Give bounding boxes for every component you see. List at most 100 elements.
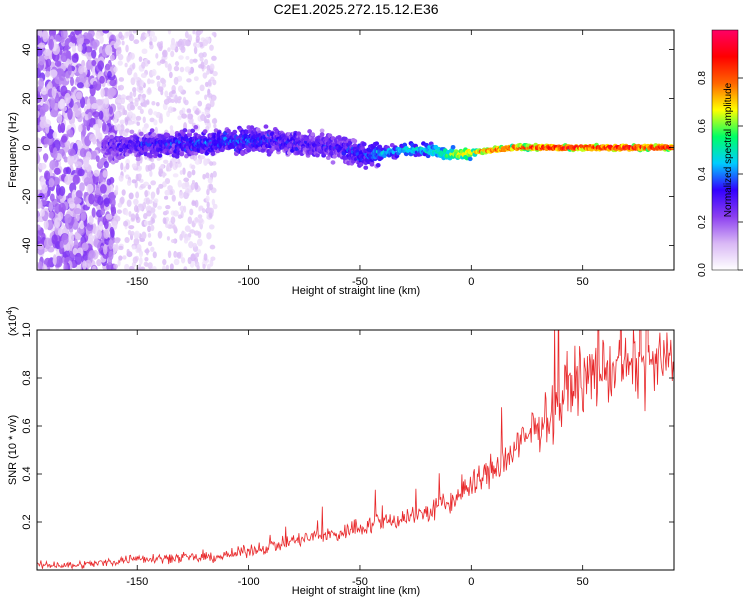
snr-panel: -150 -100 -50 0 50 1.0 0.8 0.6 0.4 0.2 Height of… bbox=[5, 306, 675, 597]
spectrogram-cell bbox=[153, 111, 158, 116]
spectrogram-cell bbox=[119, 119, 126, 125]
spectrogram-cell bbox=[124, 263, 130, 270]
spectrogram-cell bbox=[161, 82, 167, 88]
spectrogram-cell bbox=[73, 238, 79, 251]
spectrogram-y-tick-label: 40 bbox=[21, 43, 33, 55]
spectrogram-cell bbox=[158, 168, 164, 175]
spectrogram-cell bbox=[100, 208, 106, 216]
spectrogram-cell bbox=[124, 62, 128, 68]
spectrogram-cell bbox=[197, 249, 202, 255]
spectrogram-cell bbox=[195, 90, 200, 95]
spectrogram-cell bbox=[211, 31, 217, 37]
spectrogram-cell bbox=[109, 134, 115, 140]
spectrogram-cell bbox=[140, 35, 144, 42]
spectrogram-cell bbox=[114, 243, 119, 252]
spectrogram-cell bbox=[102, 112, 110, 122]
spectrogram-cell bbox=[37, 243, 44, 250]
spectrogram-cell bbox=[211, 198, 216, 206]
spectrogram-cell bbox=[136, 121, 140, 126]
spectrogram-cell bbox=[55, 184, 61, 196]
spectrogram-cell bbox=[118, 245, 124, 251]
spectrogram-cell bbox=[141, 231, 147, 240]
spectrogram-cell bbox=[147, 60, 151, 65]
spectrogram-cell bbox=[210, 256, 216, 261]
spectrogram-cell bbox=[43, 170, 51, 181]
spectrogram-cell bbox=[146, 210, 152, 217]
spectrogram-cell bbox=[226, 128, 231, 134]
spectrogram-cell bbox=[177, 179, 182, 188]
spectrogram-cell bbox=[137, 105, 142, 110]
spectrogram-cell bbox=[177, 115, 182, 121]
spectrogram-cell bbox=[105, 213, 113, 220]
spectrogram-cell bbox=[98, 110, 104, 120]
spectrogram-cell bbox=[131, 245, 136, 250]
spectrogram-cell bbox=[108, 239, 114, 250]
spectrogram-cell bbox=[81, 242, 89, 252]
spectrogram-cell bbox=[209, 63, 215, 71]
colorbar-ticks: 0.0 0.2 0.4 0.6 0.8 bbox=[697, 71, 743, 277]
spectrogram-cell bbox=[205, 103, 212, 110]
spectrogram-cell bbox=[154, 126, 158, 135]
spectrogram-cell bbox=[162, 217, 167, 225]
spectrogram-cell bbox=[105, 63, 111, 71]
spectrogram-cell bbox=[142, 201, 147, 210]
snr-x-tick-label: -50 bbox=[352, 576, 368, 588]
spectrogram-cell bbox=[181, 113, 188, 119]
spectrogram-cell bbox=[159, 59, 166, 64]
spectrogram-cell bbox=[112, 220, 118, 231]
snr-y-label: SNR (10 * v/v) bbox=[7, 415, 19, 485]
spectrogram-cell bbox=[202, 263, 206, 270]
spectrogram-cell bbox=[49, 193, 55, 202]
spectrogram-cell bbox=[206, 232, 212, 240]
spectrogram-cell bbox=[209, 161, 214, 166]
spectrogram-cell bbox=[43, 137, 49, 145]
spectrogram-cell bbox=[167, 63, 172, 70]
spectrogram-cell bbox=[118, 174, 124, 182]
spectrogram-cell bbox=[75, 91, 83, 100]
spectrogram-cell bbox=[149, 30, 156, 37]
spectrogram-cell bbox=[64, 175, 72, 186]
spectrogram-y-tick-label: -20 bbox=[21, 189, 33, 205]
spectrogram-cell bbox=[155, 53, 159, 59]
snr-series-line bbox=[37, 330, 674, 570]
spectrogram-cell bbox=[142, 116, 146, 124]
spectrogram-cell bbox=[165, 264, 169, 270]
spectrogram-cell bbox=[176, 251, 182, 259]
spectrogram-cell bbox=[50, 109, 59, 118]
spectrogram-cell bbox=[167, 30, 172, 35]
spectrogram-cell bbox=[375, 162, 381, 168]
spectrogram-cell bbox=[52, 254, 57, 266]
spectrogram-cell bbox=[152, 251, 157, 259]
spectrogram-cell bbox=[37, 230, 43, 237]
spectrogram-cell bbox=[179, 151, 185, 157]
spectrogram-x-tick-label: 50 bbox=[577, 276, 589, 288]
spectrogram-cell bbox=[352, 143, 358, 148]
spectrogram-cell bbox=[88, 193, 95, 205]
spectrogram-cell bbox=[184, 225, 191, 233]
spectrogram-cell bbox=[121, 189, 126, 196]
spectrogram-cell bbox=[147, 262, 153, 269]
spectrogram-cell bbox=[127, 67, 133, 76]
spectrogram-cell bbox=[183, 191, 189, 200]
spectrogram-cell bbox=[93, 169, 100, 177]
spectrogram-cell bbox=[249, 125, 255, 130]
spectrogram-cell bbox=[77, 43, 83, 53]
spectrogram-cell bbox=[78, 65, 85, 75]
colorbar-tick-label: 0.6 bbox=[697, 119, 708, 133]
spectrogram-cell bbox=[141, 126, 147, 134]
spectrogram-cell bbox=[37, 152, 40, 164]
spectrogram-cell bbox=[193, 76, 199, 82]
spectrogram-cell bbox=[120, 123, 125, 132]
spectrogram-cell bbox=[109, 79, 117, 87]
spectrogram-cell bbox=[106, 178, 112, 186]
spectrogram-cell bbox=[167, 106, 174, 114]
spectrogram-cell bbox=[165, 132, 171, 138]
spectrogram-cell bbox=[115, 39, 122, 46]
spectrogram-cell bbox=[71, 45, 77, 53]
spectrogram-cell bbox=[347, 140, 353, 146]
spectrogram-cell bbox=[126, 248, 130, 255]
spectrogram-cell bbox=[174, 94, 179, 103]
spectrogram-x-tick-label: -50 bbox=[352, 276, 368, 288]
